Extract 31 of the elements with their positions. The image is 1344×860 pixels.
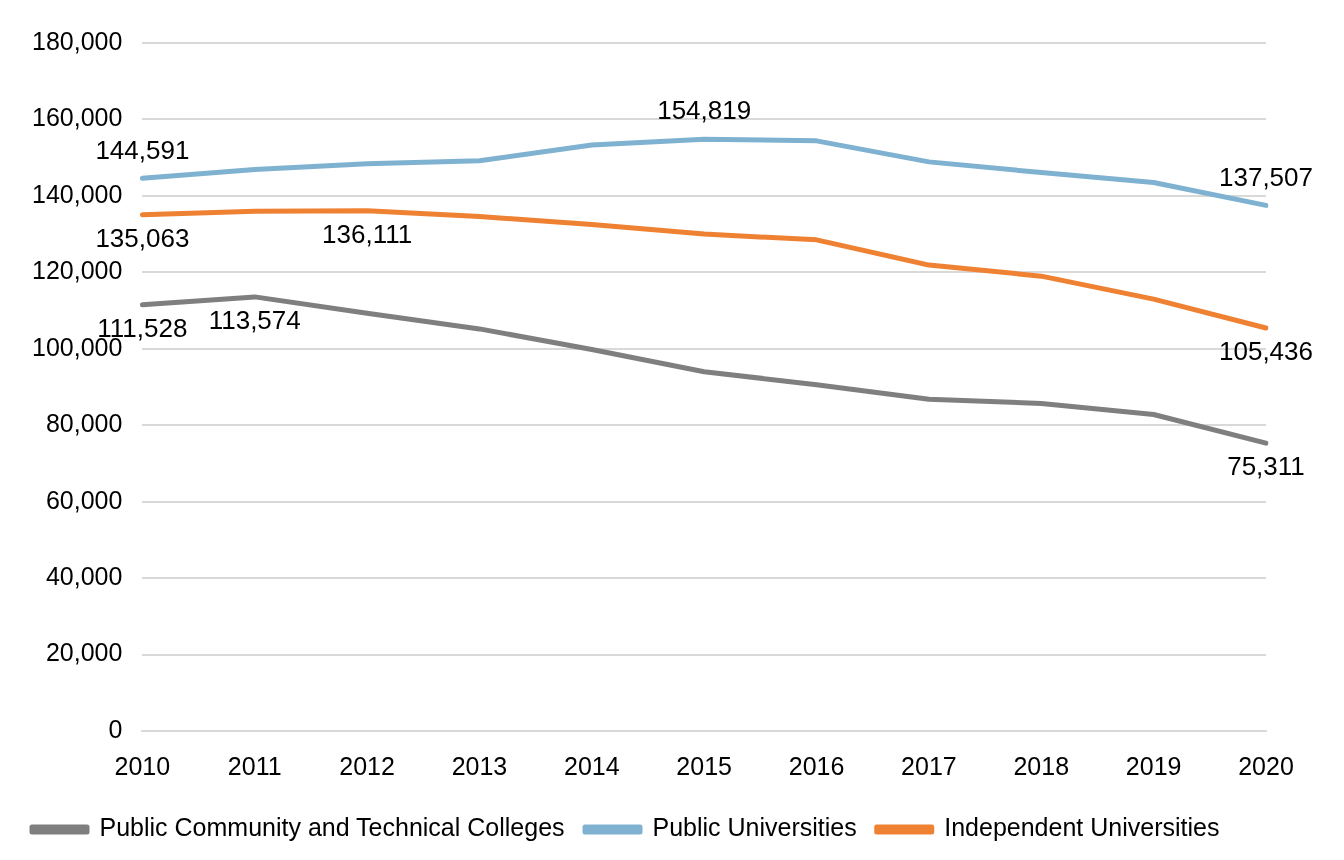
x-tick-label: 2017 xyxy=(901,751,957,780)
data-label: 136,111 xyxy=(322,218,413,249)
y-tick-label: 120,000 xyxy=(31,256,123,285)
data-label: 135,063 xyxy=(95,222,190,253)
y-tick-label: 40,000 xyxy=(45,562,123,590)
data-label: 105,436 xyxy=(1219,336,1313,367)
x-tick-label: 2013 xyxy=(451,751,508,780)
x-tick-label: 2015 xyxy=(676,751,732,780)
x-tick-label: 2012 xyxy=(339,751,395,780)
x-tick-label: 2010 xyxy=(114,751,171,780)
y-tick-label: 140,000 xyxy=(31,179,123,208)
x-tick-label: 2018 xyxy=(1013,751,1070,780)
legend-label: Public Universities xyxy=(652,813,857,842)
y-tick-label: 80,000 xyxy=(45,409,123,438)
y-tick-label: 160,000 xyxy=(31,103,123,132)
x-tick-label: 2011 xyxy=(227,751,282,780)
x-tick-label: 2016 xyxy=(788,751,845,780)
y-tick-label: 20,000 xyxy=(45,638,123,667)
x-tick-label: 2014 xyxy=(564,751,620,780)
x-tick-label: 2020 xyxy=(1238,751,1294,780)
data-label: 137,507 xyxy=(1219,161,1313,192)
y-tick-label: 0 xyxy=(108,714,123,743)
legend-label: Public Community and Technical Colleges xyxy=(99,813,565,842)
y-tick-label: 180,000 xyxy=(31,26,123,55)
data-label: 75,311 xyxy=(1227,451,1305,482)
x-tick-label: 2019 xyxy=(1125,751,1182,780)
data-label: 154,819 xyxy=(657,95,752,126)
legend-label: Independent Universities xyxy=(944,813,1220,842)
y-tick-label: 60,000 xyxy=(45,485,123,514)
data-label: 113,574 xyxy=(208,305,301,336)
data-label: 144,591 xyxy=(95,134,190,165)
